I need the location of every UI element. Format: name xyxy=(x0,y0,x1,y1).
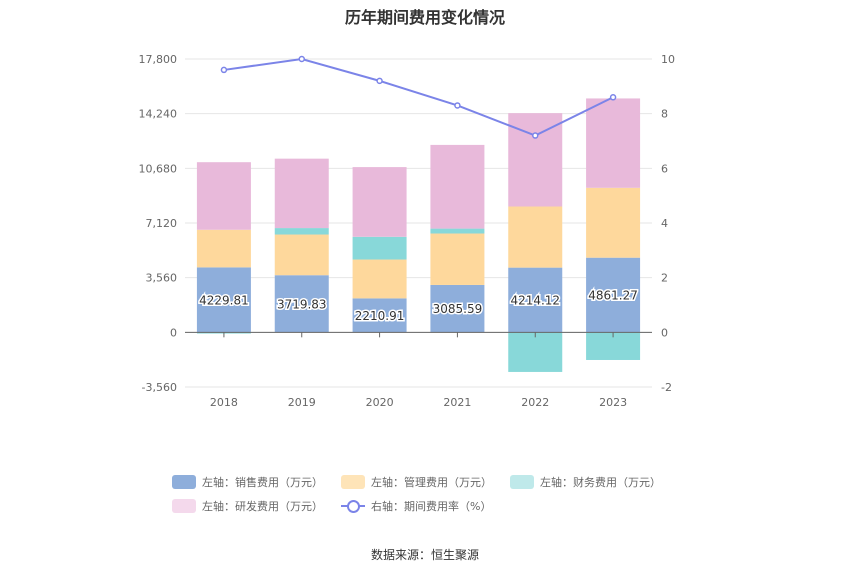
bar-segment xyxy=(274,228,329,235)
legend-label-rnd: 左轴：研发费用（万元） xyxy=(202,500,323,513)
right-axis-tick-label: 4 xyxy=(661,217,668,230)
bar-segment xyxy=(430,144,485,229)
rate-point xyxy=(298,55,305,63)
bar-data-label: 3085.59 xyxy=(433,302,483,316)
bar-segment xyxy=(196,267,251,333)
legend-item-finance[interactable]: 左轴：财务费用（万元） xyxy=(510,474,661,490)
right-axis-tick-label: 0 xyxy=(661,326,668,339)
bar-segment xyxy=(352,298,407,333)
legend-label-finance: 左轴：财务费用（万元） xyxy=(540,476,661,489)
bar-data-label: 4861.27 xyxy=(588,289,638,303)
bar-segment xyxy=(352,167,407,237)
rate-point xyxy=(376,77,383,85)
legend-row-2: 左轴：研发费用（万元） 右轴：期间费用率（%） xyxy=(172,496,692,516)
left-axis-tick-label: -3,560 xyxy=(142,381,177,394)
legend-label-admin: 左轴：管理费用（万元） xyxy=(371,476,492,489)
x-axis-tick-label: 2019 xyxy=(288,396,316,409)
right-axis-tick-label: -2 xyxy=(661,381,672,394)
legend-swatch-finance xyxy=(510,475,534,489)
x-axis-tick-label: 2018 xyxy=(210,396,238,409)
bar-segment xyxy=(508,206,563,268)
legend: 左轴：销售费用（万元） 左轴：管理费用（万元） 左轴：财务费用（万元） 左轴：研… xyxy=(172,472,692,520)
x-axis-tick-label: 2023 xyxy=(599,396,627,409)
left-axis-tick-label: 7,120 xyxy=(146,217,178,230)
x-axis-tick-label: 2020 xyxy=(366,396,394,409)
bar-segment xyxy=(274,158,329,229)
bar-segment xyxy=(196,229,251,268)
bar-data-label: 4214.12 xyxy=(510,293,560,307)
x-axis-tick-label: 2021 xyxy=(443,396,471,409)
legend-label-sales: 左轴：销售费用（万元） xyxy=(202,476,323,489)
legend-item-admin[interactable]: 左轴：管理费用（万元） xyxy=(341,474,492,490)
legend-item-rnd[interactable]: 左轴：研发费用（万元） xyxy=(172,498,323,514)
right-axis-tick-label: 8 xyxy=(661,108,668,121)
data-source: 数据来源：恒生聚源 xyxy=(370,548,479,562)
legend-item-sales[interactable]: 左轴：销售费用（万元） xyxy=(172,474,323,490)
left-axis-tick-label: 17,800 xyxy=(139,53,178,66)
left-axis-tick-label: 10,680 xyxy=(139,162,178,175)
left-axis-tick-label: 3,560 xyxy=(146,272,178,285)
rate-point xyxy=(454,102,461,109)
right-axis-tick-label: 10 xyxy=(661,53,675,66)
rate-point xyxy=(609,94,617,101)
bar-data-label: 4229.81 xyxy=(199,293,249,307)
bar-segment xyxy=(586,187,641,258)
rate-point xyxy=(532,132,539,139)
left-axis-tick-label: 14,240 xyxy=(139,108,178,121)
bar-segment xyxy=(430,228,485,234)
bar-segment xyxy=(586,98,641,188)
right-axis-tick-label: 2 xyxy=(661,272,668,285)
left-axis-tick-label: 0 xyxy=(170,326,177,339)
legend-swatch-rnd xyxy=(172,499,196,513)
legend-swatch-admin xyxy=(341,475,365,489)
bar-segment xyxy=(274,275,329,333)
bar-segment xyxy=(430,233,485,285)
rate-point xyxy=(220,66,228,74)
bar-segment xyxy=(352,259,407,299)
chart-title: 历年期间费用变化情况 xyxy=(344,8,505,27)
bar-segment xyxy=(508,332,563,372)
bar-segment xyxy=(196,162,251,230)
bar-data-label: 2210.91 xyxy=(355,309,405,323)
bar-data-label: 3719.83 xyxy=(277,297,327,311)
x-axis-tick-label: 2022 xyxy=(521,396,549,409)
bar-segment xyxy=(586,257,641,333)
bar-segment xyxy=(430,284,485,333)
legend-swatch-rate xyxy=(341,499,365,513)
rate-line xyxy=(223,57,614,137)
right-axis-tick-label: 6 xyxy=(661,162,668,175)
bar-segment xyxy=(274,234,329,276)
legend-row-1: 左轴：销售费用（万元） 左轴：管理费用（万元） 左轴：财务费用（万元） xyxy=(172,472,692,492)
legend-swatch-sales xyxy=(172,475,196,489)
legend-item-rate[interactable]: 右轴：期间费用率（%） xyxy=(341,498,491,514)
bar-segment xyxy=(352,236,407,260)
bar-segment xyxy=(508,267,563,333)
legend-label-rate: 右轴：期间费用率（%） xyxy=(371,500,492,513)
